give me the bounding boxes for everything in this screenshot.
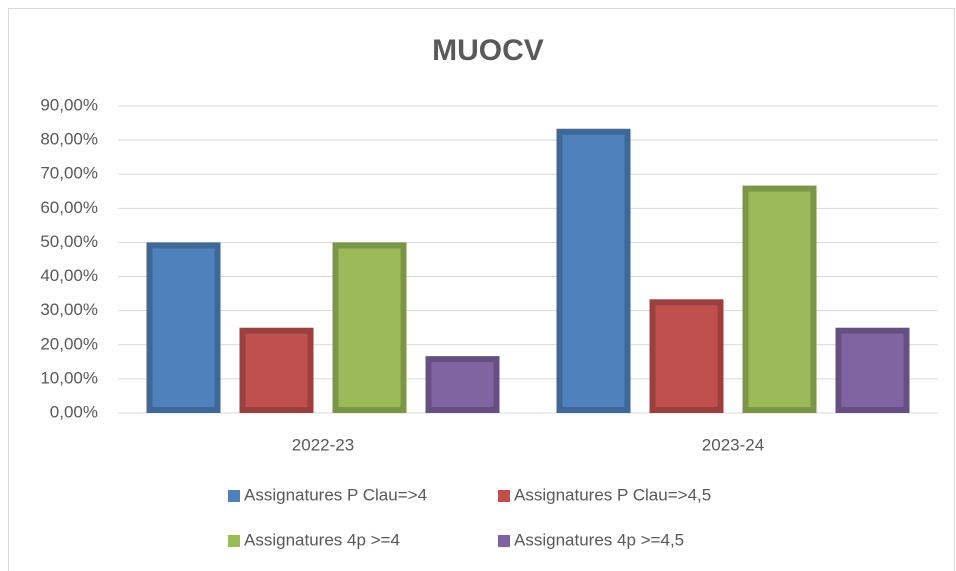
y-tick-label: 20,00%	[40, 334, 98, 353]
legend-swatch	[498, 535, 510, 547]
y-tick-label: 0,00%	[50, 402, 98, 421]
legend-label: Assignatures 4p >=4,5	[514, 530, 684, 549]
y-tick-label: 30,00%	[40, 300, 98, 319]
bar	[556, 128, 631, 413]
y-tick-label: 50,00%	[40, 232, 98, 251]
legend-swatch	[228, 490, 240, 502]
bar	[649, 299, 724, 414]
bar	[425, 356, 500, 414]
y-tick-label: 60,00%	[40, 198, 98, 217]
y-tick-label: 10,00%	[40, 368, 98, 387]
legend-swatch	[228, 535, 240, 547]
legend-label: Assignatures 4p >=4	[244, 530, 400, 549]
y-tick-label: 80,00%	[40, 130, 98, 149]
bar	[742, 185, 817, 413]
legend-label: Assignatures P Clau=>4	[244, 485, 427, 504]
bar	[835, 327, 910, 414]
bar	[146, 242, 221, 413]
legend-label: Assignatures P Clau=>4,5	[514, 485, 711, 504]
x-tick-label: 2023-24	[702, 435, 764, 454]
bar	[332, 242, 407, 413]
bar	[239, 327, 314, 414]
legend-swatch	[498, 490, 510, 502]
x-tick-label: 2022-23	[292, 435, 354, 454]
y-tick-label: 70,00%	[40, 164, 98, 183]
chart-title: MUOCV	[432, 34, 544, 67]
y-tick-label: 40,00%	[40, 266, 98, 285]
y-tick-label: 90,00%	[40, 95, 98, 114]
